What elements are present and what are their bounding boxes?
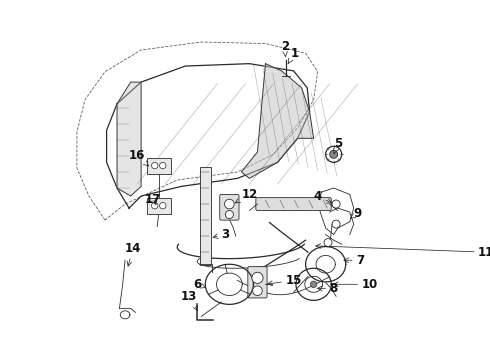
Text: 9: 9 [350, 207, 362, 220]
Circle shape [225, 211, 233, 219]
Text: 12: 12 [235, 188, 258, 203]
Text: 2: 2 [281, 40, 289, 57]
Circle shape [151, 202, 158, 209]
Circle shape [160, 162, 166, 169]
Text: 10: 10 [334, 278, 378, 291]
Text: 6: 6 [193, 278, 206, 291]
Text: 15: 15 [268, 274, 302, 287]
Text: 16: 16 [129, 149, 149, 166]
Text: 8: 8 [318, 282, 338, 295]
FancyBboxPatch shape [147, 198, 171, 214]
Text: 17: 17 [145, 193, 161, 206]
Text: 14: 14 [125, 242, 141, 266]
Polygon shape [117, 82, 141, 196]
FancyBboxPatch shape [256, 198, 331, 211]
Circle shape [160, 202, 166, 209]
Circle shape [330, 150, 338, 158]
FancyBboxPatch shape [220, 194, 239, 220]
Text: 13: 13 [181, 290, 198, 310]
Polygon shape [242, 64, 314, 179]
Circle shape [252, 272, 263, 284]
Text: 3: 3 [213, 228, 229, 241]
Circle shape [151, 162, 158, 169]
Circle shape [326, 146, 342, 162]
Circle shape [310, 281, 317, 288]
Text: 11: 11 [316, 244, 490, 259]
FancyBboxPatch shape [200, 167, 211, 265]
Circle shape [224, 199, 234, 209]
Circle shape [332, 200, 340, 208]
Circle shape [332, 220, 340, 228]
Circle shape [253, 286, 262, 296]
Circle shape [324, 239, 332, 247]
Text: 1: 1 [288, 47, 298, 64]
Text: 4: 4 [314, 190, 332, 203]
Text: 7: 7 [344, 254, 364, 267]
FancyBboxPatch shape [147, 158, 171, 174]
Text: 5: 5 [334, 138, 342, 154]
FancyBboxPatch shape [248, 267, 267, 298]
